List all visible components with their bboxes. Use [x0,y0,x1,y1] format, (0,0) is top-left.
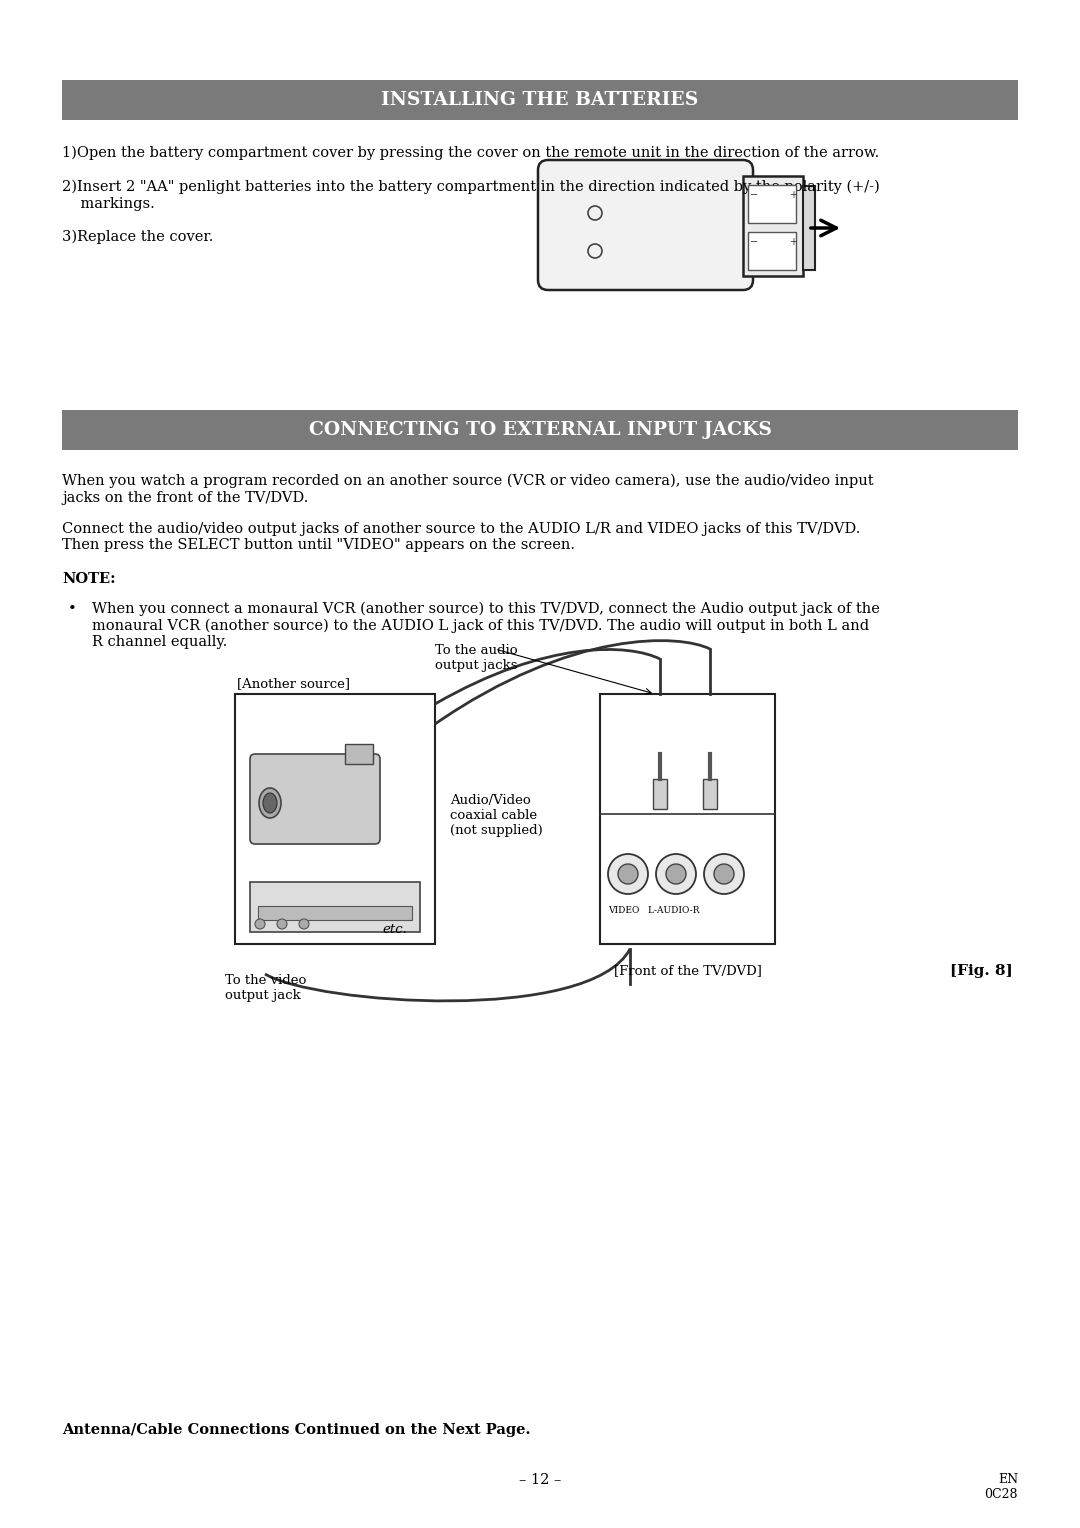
FancyBboxPatch shape [538,160,753,290]
Bar [748,232,796,270]
Text: To the video
output jack: To the video output jack [225,973,307,1002]
Text: [Another source]: [Another source] [237,677,350,691]
Text: 1)Open the battery compartment cover by pressing the cover on the remote unit in: 1)Open the battery compartment cover by … [62,147,879,160]
Ellipse shape [259,788,281,817]
Bar [703,779,717,808]
Text: To the audio
output jacks: To the audio output jacks [435,643,517,672]
Text: Audio/Video
coaxial cable
(not supplied): Audio/Video coaxial cable (not supplied) [450,795,543,837]
Text: VIDEO   L-AUDIO-R: VIDEO L-AUDIO-R [608,906,700,915]
Text: −: − [750,237,758,248]
Text: [Fig. 8]: [Fig. 8] [950,964,1013,978]
Bar [804,186,815,270]
Circle shape [714,863,734,885]
Circle shape [618,863,638,885]
Bar [748,185,796,223]
Text: 3)Replace the cover.: 3)Replace the cover. [62,231,214,244]
Bar [258,906,411,920]
Ellipse shape [264,793,276,813]
Bar [62,79,1018,121]
Text: +: + [789,237,797,248]
Circle shape [276,918,287,929]
FancyBboxPatch shape [249,753,380,843]
Circle shape [656,854,696,894]
Text: Antenna/Cable Connections Continued on the Next Page.: Antenna/Cable Connections Continued on t… [62,1423,530,1436]
Text: – 12 –: – 12 – [518,1473,562,1487]
Text: NOTE:: NOTE: [62,571,116,587]
Text: +: + [789,189,797,200]
Bar [743,176,804,277]
Text: −: − [750,189,758,200]
Circle shape [704,854,744,894]
Text: INSTALLING THE BATTERIES: INSTALLING THE BATTERIES [381,92,699,108]
Text: etc.: etc. [382,923,407,937]
Text: •: • [68,602,77,616]
Bar [653,779,667,808]
Text: When you watch a program recorded on an another source (VCR or video camera), us: When you watch a program recorded on an … [62,474,874,504]
Circle shape [608,854,648,894]
Text: EN
0C28: EN 0C28 [985,1473,1018,1500]
Bar [600,694,775,944]
Text: CONNECTING TO EXTERNAL INPUT JACKS: CONNECTING TO EXTERNAL INPUT JACKS [309,422,771,439]
Bar [345,744,373,764]
FancyArrowPatch shape [811,220,836,235]
Text: 2)Insert 2 "AA" penlight batteries into the battery compartment in the direction: 2)Insert 2 "AA" penlight batteries into … [62,180,880,211]
Text: When you connect a monaural VCR (another source) to this TV/DVD, connect the Aud: When you connect a monaural VCR (another… [92,602,880,649]
Circle shape [299,918,309,929]
Bar [235,694,435,944]
Text: Connect the audio/video output jacks of another source to the AUDIO L/R and VIDE: Connect the audio/video output jacks of … [62,523,861,552]
Bar [62,410,1018,451]
Circle shape [255,918,265,929]
Text: [Front of the TV/DVD]: [Front of the TV/DVD] [613,964,761,976]
Circle shape [666,863,686,885]
Bar [249,882,420,932]
